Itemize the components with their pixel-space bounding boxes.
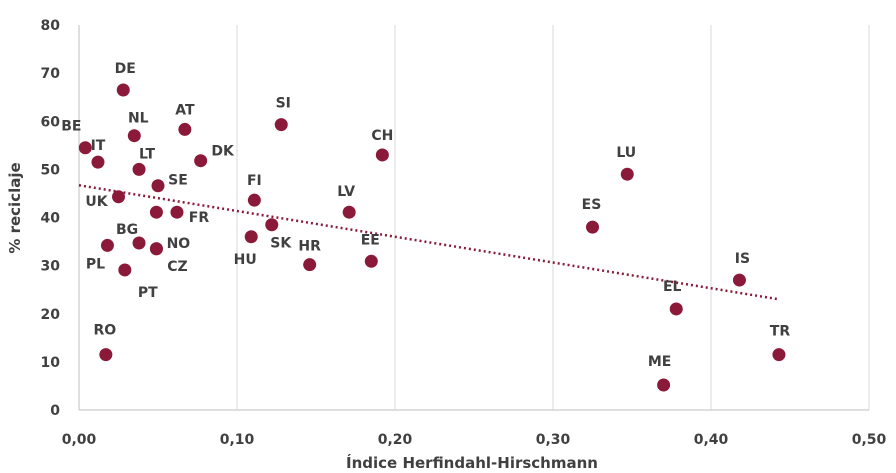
data-point: [303, 258, 317, 272]
data-point: [151, 179, 165, 193]
data-point: [99, 348, 113, 362]
data-label: LU: [616, 145, 636, 161]
data-point: [586, 220, 599, 234]
data-point: [364, 254, 378, 268]
data-point: [265, 218, 279, 232]
data-label: ES: [582, 197, 602, 213]
data-label: IT: [91, 138, 106, 154]
data-point: [132, 236, 146, 250]
data-label: HR: [298, 239, 321, 255]
data-point: [274, 118, 288, 132]
data-label: SK: [270, 236, 292, 252]
y-axis-title: % reciclaje: [6, 162, 24, 253]
y-tick-label: 10: [41, 355, 61, 371]
data-label: LV: [337, 184, 355, 200]
points-layer: [78, 83, 786, 392]
data-point: [657, 378, 671, 392]
data-label: EL: [663, 279, 682, 295]
data-label: IS: [735, 251, 750, 267]
data-point: [669, 302, 683, 316]
data-label: LT: [139, 146, 156, 162]
data-label: CH: [371, 128, 393, 144]
data-label: NO: [167, 236, 191, 252]
data-point: [178, 122, 192, 136]
data-point: [375, 148, 389, 162]
data-label: TR: [770, 324, 791, 340]
data-point: [112, 190, 125, 204]
data-label: DE: [115, 61, 136, 77]
data-point: [149, 242, 163, 256]
trend-layer: [78, 184, 780, 301]
x-tick-label: 0,00: [62, 432, 97, 448]
data-point: [132, 162, 146, 176]
data-point: [118, 263, 132, 277]
y-tick-label: 30: [41, 259, 61, 275]
data-label: RO: [94, 323, 117, 339]
data-label: AT: [175, 102, 195, 118]
data-point: [732, 273, 746, 287]
labels-layer: DE BE IT NL LT AT SI DK CH SE UK FI FR LV SK HU BG NO PL CZ…: [61, 61, 790, 370]
x-tick-label: 0,30: [536, 432, 571, 448]
y-tick-label: 80: [41, 18, 61, 34]
data-label: PL: [86, 256, 105, 272]
data-label: FR: [189, 210, 210, 226]
data-point: [127, 129, 141, 143]
x-tick-label: 0,10: [220, 432, 255, 448]
y-tick-label: 70: [41, 66, 61, 82]
data-point: [100, 238, 114, 252]
data-point: [170, 205, 184, 219]
data-point: [78, 141, 92, 155]
data-label: PT: [138, 285, 158, 301]
data-label: BE: [61, 119, 81, 135]
x-axis-title: Índice Herfindahl-Hirschmann: [346, 453, 598, 472]
y-tick-label: 50: [41, 162, 61, 178]
data-label: NL: [128, 111, 149, 127]
data-point: [247, 193, 261, 207]
y-tick-label: 60: [41, 114, 61, 130]
trendline: [78, 184, 780, 301]
x-tick-label: 0,20: [378, 432, 413, 448]
data-point: [149, 205, 163, 219]
data-label: FI: [247, 173, 262, 189]
data-point: [772, 348, 786, 362]
data-point: [620, 167, 634, 181]
data-point: [194, 154, 208, 168]
data-point: [244, 230, 258, 244]
data-label: UK: [85, 194, 108, 210]
y-tick-label: 40: [41, 211, 61, 227]
grid-layer: [236, 25, 870, 410]
data-label: HU: [234, 252, 257, 268]
y-tick-label: 20: [41, 307, 61, 323]
data-label: EE: [361, 232, 380, 248]
data-label: BG: [116, 222, 138, 238]
data-label: DK: [211, 144, 235, 160]
data-label: SE: [168, 173, 188, 189]
data-label: ME: [648, 354, 672, 370]
data-point: [91, 155, 105, 169]
x-tick-label: 0,50: [852, 432, 887, 448]
data-label: CZ: [167, 259, 187, 275]
data-point: [116, 83, 130, 97]
data-label: SI: [276, 96, 291, 112]
data-point: [342, 205, 356, 219]
y-tick-label: 0: [50, 403, 60, 419]
x-tick-label: 0,40: [694, 432, 729, 448]
axis-layer: 0,00 0,10 0,20 0,30 0,40 0,50 0 10 20 30 40 50 60 70 8…: [41, 18, 887, 448]
